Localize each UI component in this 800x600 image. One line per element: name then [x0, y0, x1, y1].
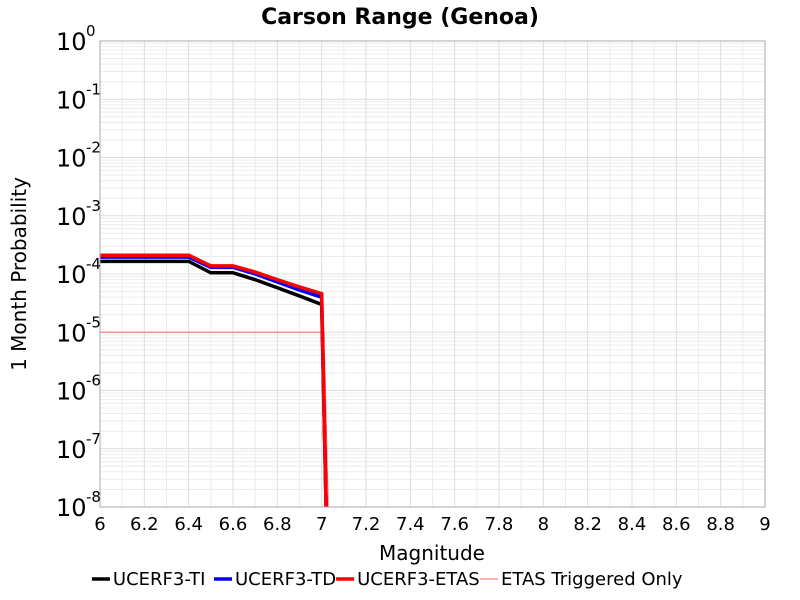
y-tick-label: 10: [56, 436, 87, 464]
x-tick-label: 7.4: [396, 514, 425, 535]
x-ticks: 6 6.2 6.4 6.6 6.8 7 7.2 7.4 7.6 7.8 8 8.2 8.4 8.6 8.8 9: [94, 514, 770, 535]
y-tick-label: 10: [56, 494, 87, 522]
x-tick-label: 8.2: [573, 514, 602, 535]
x-tick-label: 8.6: [662, 514, 691, 535]
y-tick-label: 10: [56, 261, 87, 289]
legend-label: UCERF3-TD: [235, 569, 336, 590]
x-tick-label: 7.6: [440, 514, 469, 535]
plot-frame: [99, 40, 766, 508]
legend-label: ETAS Triggered Only: [501, 569, 683, 590]
y-tick-label: 10: [56, 145, 87, 173]
y-tick-exponent: -8: [86, 488, 101, 506]
y-axis-label: 1 Month Probability: [7, 177, 31, 371]
series-layer: [100, 253, 329, 507]
y-tick-exponent: -7: [86, 430, 101, 448]
y-tick-label: 10: [56, 378, 87, 406]
x-tick-label: 8.8: [706, 514, 735, 535]
x-tick-label: 6.2: [130, 514, 159, 535]
x-axis-label: Magnitude: [379, 541, 485, 565]
x-tick-label: 7.8: [485, 514, 514, 535]
y-tick-exponent: -4: [86, 255, 101, 273]
y-tick-label: 10: [56, 86, 87, 114]
y-tick-label: 10: [56, 319, 87, 347]
x-tick-label: 7: [316, 514, 327, 535]
legend-label: UCERF3-ETAS: [357, 569, 480, 590]
y-tick-label: 10: [56, 28, 87, 56]
y-tick-exponent: -6: [86, 372, 101, 390]
x-tick-label: 8.4: [618, 514, 647, 535]
y-tick-exponent: -1: [86, 80, 101, 98]
y-tick-exponent: -3: [86, 197, 101, 215]
x-tick-label: 6.8: [263, 514, 292, 535]
x-tick-label: 6: [94, 514, 105, 535]
legend-label: UCERF3-TI: [113, 569, 206, 590]
chart-title: Carson Range (Genoa): [261, 5, 539, 30]
x-tick-label: 7.2: [352, 514, 381, 535]
legend: UCERF3-TI UCERF3-TD UCERF3-ETAS ETAS Trigge…: [91, 569, 683, 590]
x-tick-label: 6.4: [174, 514, 203, 535]
series-line-ucerf3-etas: [100, 253, 328, 507]
y-tick-exponent: -2: [86, 139, 101, 157]
series-line-etas-triggered-only: [100, 331, 329, 507]
x-tick-label: 8: [538, 514, 549, 535]
y-tick-label: 10: [56, 203, 87, 231]
y-tick-exponent: 0: [86, 22, 96, 40]
x-tick-label: 6.6: [219, 514, 248, 535]
y-tick-exponent: -5: [86, 313, 101, 331]
x-tick-label: 9: [759, 514, 770, 535]
